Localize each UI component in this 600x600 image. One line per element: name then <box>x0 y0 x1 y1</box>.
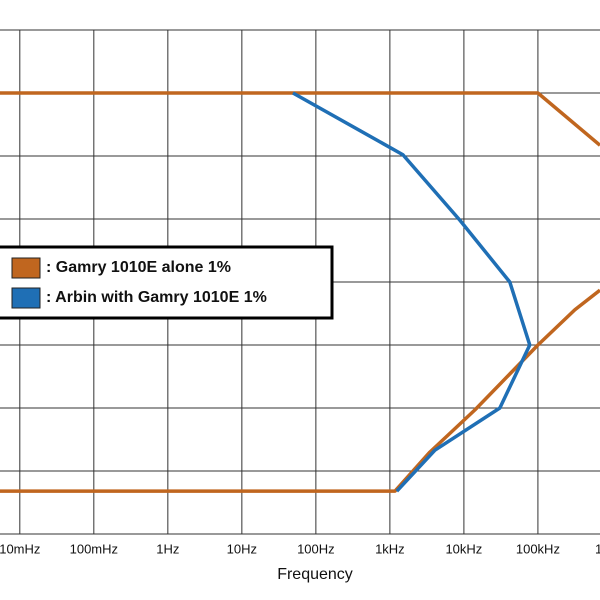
series-line <box>0 91 600 147</box>
legend-swatch <box>11 257 41 279</box>
legend: : Gamry 1010E alone 1% : Arbin with Gamry… <box>0 245 334 320</box>
legend-label: : Arbin with Gamry 1010E 1% <box>46 289 267 306</box>
x-tick-label: 10Hz <box>227 541 257 556</box>
legend-swatch <box>11 287 41 309</box>
legend-box <box>0 245 334 320</box>
legend-label: : Gamry 1010E alone 1% <box>46 259 231 276</box>
series-line <box>292 91 532 493</box>
x-tick-label: 100kHz <box>516 541 560 556</box>
x-tick-label: 1MHz <box>595 541 600 556</box>
x-axis-label: Frequency <box>277 566 353 583</box>
x-tick-label: 100mHz <box>70 541 118 556</box>
x-tick-label: 10mHz <box>0 541 40 556</box>
x-tick-label: 10kHz <box>445 541 482 556</box>
x-tick-label: 100Hz <box>297 541 335 556</box>
x-tick-label: 1Hz <box>156 541 179 556</box>
x-tick-label: 1kHz <box>375 541 405 556</box>
series-line <box>0 288 600 493</box>
